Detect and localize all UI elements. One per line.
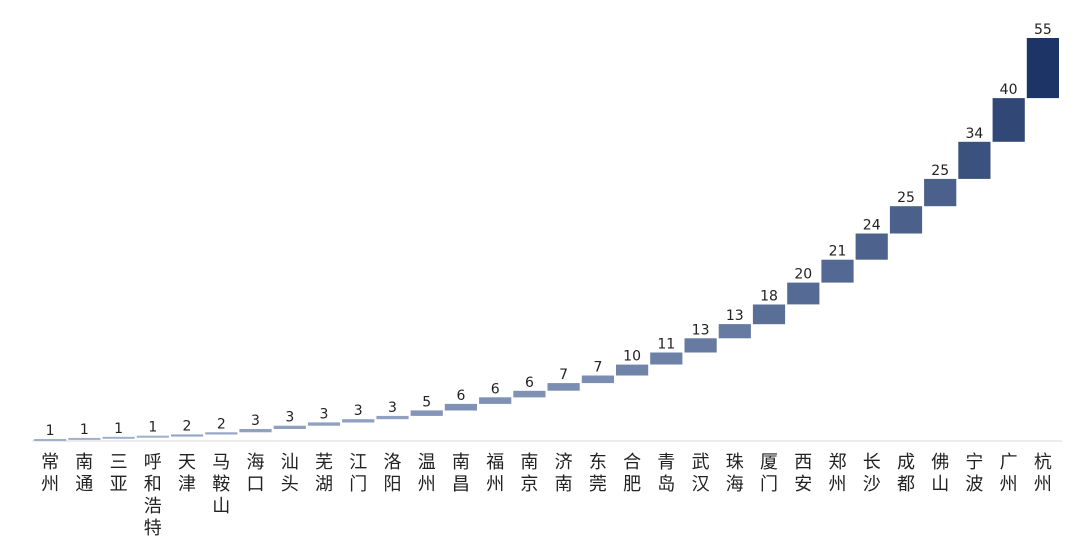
category-label-22: 厦门 bbox=[760, 452, 778, 495]
bar-7 bbox=[239, 429, 272, 433]
bar-16 bbox=[547, 383, 580, 391]
category-label-1: 常州 bbox=[41, 452, 59, 495]
value-label-5: 2 bbox=[183, 418, 192, 434]
value-label-21: 13 bbox=[726, 308, 744, 324]
category-label-10: 江门 bbox=[349, 452, 367, 495]
bar-1 bbox=[34, 439, 67, 441]
bars-group bbox=[34, 38, 1059, 441]
category-label-8: 汕头 bbox=[281, 452, 299, 495]
bar-21 bbox=[718, 324, 751, 339]
category-label-23: 西安 bbox=[794, 452, 812, 495]
value-label-2: 1 bbox=[80, 422, 89, 438]
category-label-11: 洛阳 bbox=[384, 452, 402, 495]
bar-30 bbox=[1026, 38, 1059, 99]
bar-24 bbox=[821, 259, 854, 283]
bar-14 bbox=[479, 397, 512, 404]
value-label-10: 3 bbox=[354, 403, 363, 419]
category-labels-group: 常州南通三亚呼和浩特天津马鞍山海口汕头芜湖江门洛阳温州南昌福州南京济南东莞合肥青… bbox=[41, 452, 1052, 539]
value-label-17: 7 bbox=[593, 360, 602, 376]
value-label-13: 6 bbox=[456, 388, 465, 404]
category-label-16: 济南 bbox=[555, 452, 573, 495]
bar-22 bbox=[752, 304, 786, 325]
category-label-29: 广州 bbox=[1000, 452, 1018, 495]
value-label-22: 18 bbox=[760, 289, 778, 305]
bar-12 bbox=[410, 410, 443, 416]
value-label-14: 6 bbox=[491, 381, 500, 397]
value-label-30: 55 bbox=[1034, 22, 1052, 38]
value-label-1: 1 bbox=[46, 423, 55, 439]
category-label-7: 海口 bbox=[247, 452, 265, 495]
category-label-12: 温州 bbox=[418, 452, 436, 495]
bar-19 bbox=[650, 352, 683, 365]
bar-20 bbox=[684, 338, 717, 353]
bar-25 bbox=[855, 233, 888, 260]
value-label-15: 6 bbox=[525, 375, 534, 391]
value-label-29: 40 bbox=[1000, 82, 1018, 98]
bar-4 bbox=[136, 435, 169, 438]
value-labels-group: 1 1 1 1 2 2 3 3 3 3 3 5 6 6 6 7 710111313182021242525344… bbox=[46, 22, 1052, 439]
value-label-25: 24 bbox=[863, 218, 881, 234]
value-label-7: 3 bbox=[251, 413, 260, 429]
value-label-28: 34 bbox=[965, 126, 983, 142]
value-label-18: 10 bbox=[623, 349, 641, 365]
bar-3 bbox=[102, 436, 135, 439]
category-label-26: 成都 bbox=[897, 452, 915, 495]
category-label-20: 武汉 bbox=[692, 452, 710, 495]
category-label-15: 南京 bbox=[520, 452, 538, 495]
value-label-19: 11 bbox=[657, 337, 675, 353]
category-label-25: 长沙 bbox=[863, 452, 881, 495]
category-label-18: 合肥 bbox=[623, 452, 641, 495]
bar-2 bbox=[68, 437, 101, 440]
category-label-2: 南通 bbox=[75, 452, 93, 495]
bar-15 bbox=[513, 390, 546, 398]
category-label-4: 呼和浩特 bbox=[144, 452, 162, 539]
category-label-17: 东莞 bbox=[589, 452, 607, 495]
category-label-30: 杭州 bbox=[1034, 452, 1052, 495]
value-label-27: 25 bbox=[931, 163, 949, 179]
bar-9 bbox=[307, 422, 341, 426]
bar-18 bbox=[616, 364, 649, 376]
category-label-13: 南昌 bbox=[452, 452, 470, 495]
value-label-4: 1 bbox=[148, 420, 157, 436]
category-label-19: 青岛 bbox=[657, 452, 675, 495]
value-label-23: 20 bbox=[794, 267, 812, 283]
category-label-27: 佛山 bbox=[931, 452, 949, 495]
bar-27 bbox=[924, 178, 957, 207]
value-label-9: 3 bbox=[320, 406, 329, 422]
value-label-26: 25 bbox=[897, 190, 915, 206]
bar-23 bbox=[787, 282, 820, 305]
category-label-28: 宁波 bbox=[965, 452, 983, 495]
category-label-6: 马鞍山 bbox=[212, 452, 230, 517]
value-label-11: 3 bbox=[388, 400, 397, 416]
category-label-14: 福州 bbox=[486, 452, 504, 495]
category-label-9: 芜湖 bbox=[315, 452, 333, 495]
category-label-3: 三亚 bbox=[110, 452, 128, 495]
value-label-6: 2 bbox=[217, 416, 226, 432]
bar-11 bbox=[376, 415, 409, 420]
value-label-24: 21 bbox=[829, 244, 847, 260]
bar-13 bbox=[444, 403, 477, 411]
category-label-5: 天津 bbox=[178, 452, 196, 495]
category-label-24: 郑州 bbox=[829, 452, 847, 495]
bar-26 bbox=[889, 206, 923, 234]
bar-5 bbox=[171, 434, 204, 437]
bar-6 bbox=[205, 432, 238, 435]
category-label-21: 珠海 bbox=[726, 452, 744, 495]
value-label-3: 1 bbox=[114, 421, 123, 437]
bar-28 bbox=[958, 141, 991, 179]
value-label-12: 5 bbox=[422, 394, 431, 410]
bar-17 bbox=[581, 375, 614, 384]
value-label-16: 7 bbox=[559, 367, 568, 383]
value-label-8: 3 bbox=[285, 410, 294, 426]
bar-8 bbox=[273, 425, 306, 429]
bar-10 bbox=[342, 419, 375, 423]
value-label-20: 13 bbox=[692, 322, 710, 338]
bar-29 bbox=[992, 98, 1025, 142]
